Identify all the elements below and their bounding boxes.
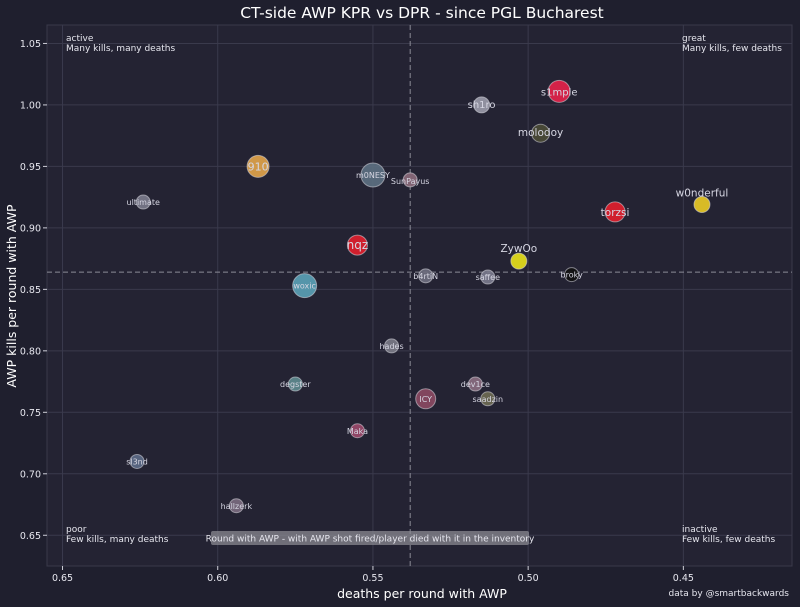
point-910 [246,154,270,178]
point-saadzin [480,391,496,407]
point-label: SunPayus [391,177,430,186]
corner-top-right-title: great [682,34,706,44]
point-label: ZywOo [500,243,537,255]
y-tick-label: 0.75 [20,408,41,419]
x-tick-label: 0.65 [52,573,73,584]
point-label: hallzerk [221,502,253,511]
point-label: ICY [419,395,432,404]
point-label: nqz [347,238,369,252]
y-tick-label: 1.00 [20,100,41,111]
y-tick-label: 0.80 [20,346,41,357]
corner-top-right-desc: Many kills, few deaths [682,44,782,54]
point-label: sh1ro [468,100,496,111]
point-maka [349,423,365,439]
x-tick-label: 0.50 [518,573,539,584]
point-sh1ro [473,96,491,114]
grid [47,25,792,566]
point-hades [384,338,400,354]
chart-credit: data by @smartbackwards [669,589,790,599]
x-tick-label: 0.60 [207,573,228,584]
x-axis-label: deaths per round with AWP [337,586,507,601]
note-box [211,531,529,545]
x-tick-label: 0.45 [673,573,694,584]
y-tick-label: 0.70 [20,469,41,480]
point-label: ultimate [127,198,160,207]
corner-top-left-title: active [66,34,94,44]
chart-note: Round with AWP - with AWP shot fired/pla… [206,535,535,545]
point-woxic [292,273,318,299]
point-degster [287,376,303,392]
point-label: molodoy [518,127,563,139]
x-tick-label: 0.55 [362,573,383,584]
point-label: woxic [293,282,316,291]
y-tick-label: 0.65 [20,531,41,542]
y-tick-label: 0.85 [20,285,41,296]
point-ultimate [135,194,151,210]
point-w0nderful [693,196,711,214]
point-label: m0NESY [356,171,390,180]
point-zywoo [510,252,528,270]
y-tick-label: 0.95 [20,162,41,173]
point-hallzerk [228,498,244,514]
axis-ticks: 0.65 0.60 0.55 0.50 0.45 0.65 0.70 0.75 0.80 0.85… [20,39,694,584]
point-label: s1mple [541,87,578,98]
corner-top-left-desc: Many kills, many deaths [66,44,175,54]
y-tick-label: 1.05 [20,39,41,50]
plot-area [46,24,793,567]
chart-title: CT-side AWP KPR vs DPR - since PGL Bucha… [240,4,604,22]
point-label: 910 [248,160,269,173]
point-label: broky [561,271,583,280]
point-sl3nd [129,453,145,469]
point-label: dev1ce [461,380,490,389]
point-label: saffee [476,273,501,282]
point-nqz [346,234,368,256]
y-tick-label: 0.90 [20,223,41,234]
y-axis-label: AWP kills per round with AWP [4,204,19,388]
point-s1mple [547,79,571,103]
point-b4rtin [418,268,434,284]
point-sunpayus [402,172,418,188]
point-label: hades [379,342,403,351]
point-dev1ce [467,376,483,392]
point-label: sl3nd [126,457,148,466]
corner-bottom-left-desc: Few kills, many deaths [66,535,169,545]
point-label: Maka [347,427,368,436]
corner-bottom-right-title: inactive [682,525,718,535]
point-label: w0nderful [676,188,729,200]
point-m0nesy [360,162,386,188]
point-broky [564,267,580,283]
point-molodoy [531,123,551,143]
corner-bottom-left-title: poor [66,525,87,535]
point-label: degster [280,380,311,389]
point-torzsi [604,201,626,223]
point-saffee [480,269,496,285]
corner-bottom-right-desc: Few kills, few deaths [682,535,775,545]
point-label: b4rtiN [413,272,438,281]
point-icy [415,388,437,410]
point-label: torzsi [601,207,630,219]
point-label: saadzin [473,395,504,404]
